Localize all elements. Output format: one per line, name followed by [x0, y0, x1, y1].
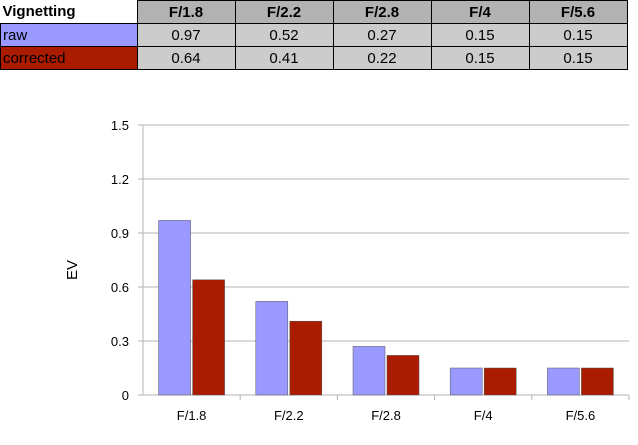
table-header-cell: F/2.8 [332, 0, 432, 24]
row-label-raw: raw [0, 23, 138, 47]
bar-corrected-4 [581, 367, 614, 396]
y-tick-label: 0.3 [111, 334, 129, 349]
table-cell: 0.22 [332, 46, 432, 70]
y-tick-label: 0.9 [111, 226, 129, 241]
bar-raw-0 [158, 220, 191, 396]
table-cell: 0.15 [528, 46, 628, 70]
table-header-cell: F/1.8 [136, 0, 236, 24]
table-cell: 0.15 [430, 46, 530, 70]
y-axis-label: EV [64, 260, 81, 280]
bar-corrected-2 [386, 355, 420, 396]
table-cell: 0.52 [234, 23, 334, 47]
table-header-cell: Vignetting [0, 0, 138, 24]
bar-raw-3 [449, 367, 483, 396]
x-tick-label: F/2.2 [274, 408, 304, 423]
table-cell: 0.41 [234, 46, 334, 70]
row-label-corrected: corrected [0, 46, 138, 70]
table-cell: 0.97 [136, 23, 236, 47]
x-tick-label: F/5.6 [566, 408, 596, 423]
y-tick-label: 0 [122, 388, 129, 403]
bar-corrected-0 [192, 279, 225, 396]
bar-corrected-1 [289, 320, 323, 396]
table-cell: 0.27 [332, 23, 432, 47]
table-cell: 0.64 [136, 46, 236, 70]
x-tick-label: F/4 [474, 408, 493, 423]
table-cell: 0.15 [528, 23, 628, 47]
bar-corrected-3 [483, 367, 517, 396]
y-tick-label: 1.5 [111, 118, 129, 133]
bar-raw-4 [547, 367, 580, 396]
table-header-cell: F/4 [430, 0, 530, 24]
y-tick-label: 1.2 [111, 172, 129, 187]
x-tick-label: F/2.8 [371, 408, 401, 423]
data-table: Vignetting F/1.8 F/2.2 F/2.8 F/4 F/5.6 r… [0, 0, 628, 70]
y-tick-label: 0.6 [111, 280, 129, 295]
table-row-raw: raw 0.97 0.52 0.27 0.15 0.15 [0, 23, 628, 47]
bar-raw-2 [352, 346, 386, 396]
table-row-corrected: corrected 0.64 0.41 0.22 0.15 0.15 [0, 46, 628, 70]
table-header-cell: F/2.2 [234, 0, 334, 24]
bar-raw-1 [255, 301, 289, 396]
x-tick-label: F/1.8 [177, 408, 207, 423]
